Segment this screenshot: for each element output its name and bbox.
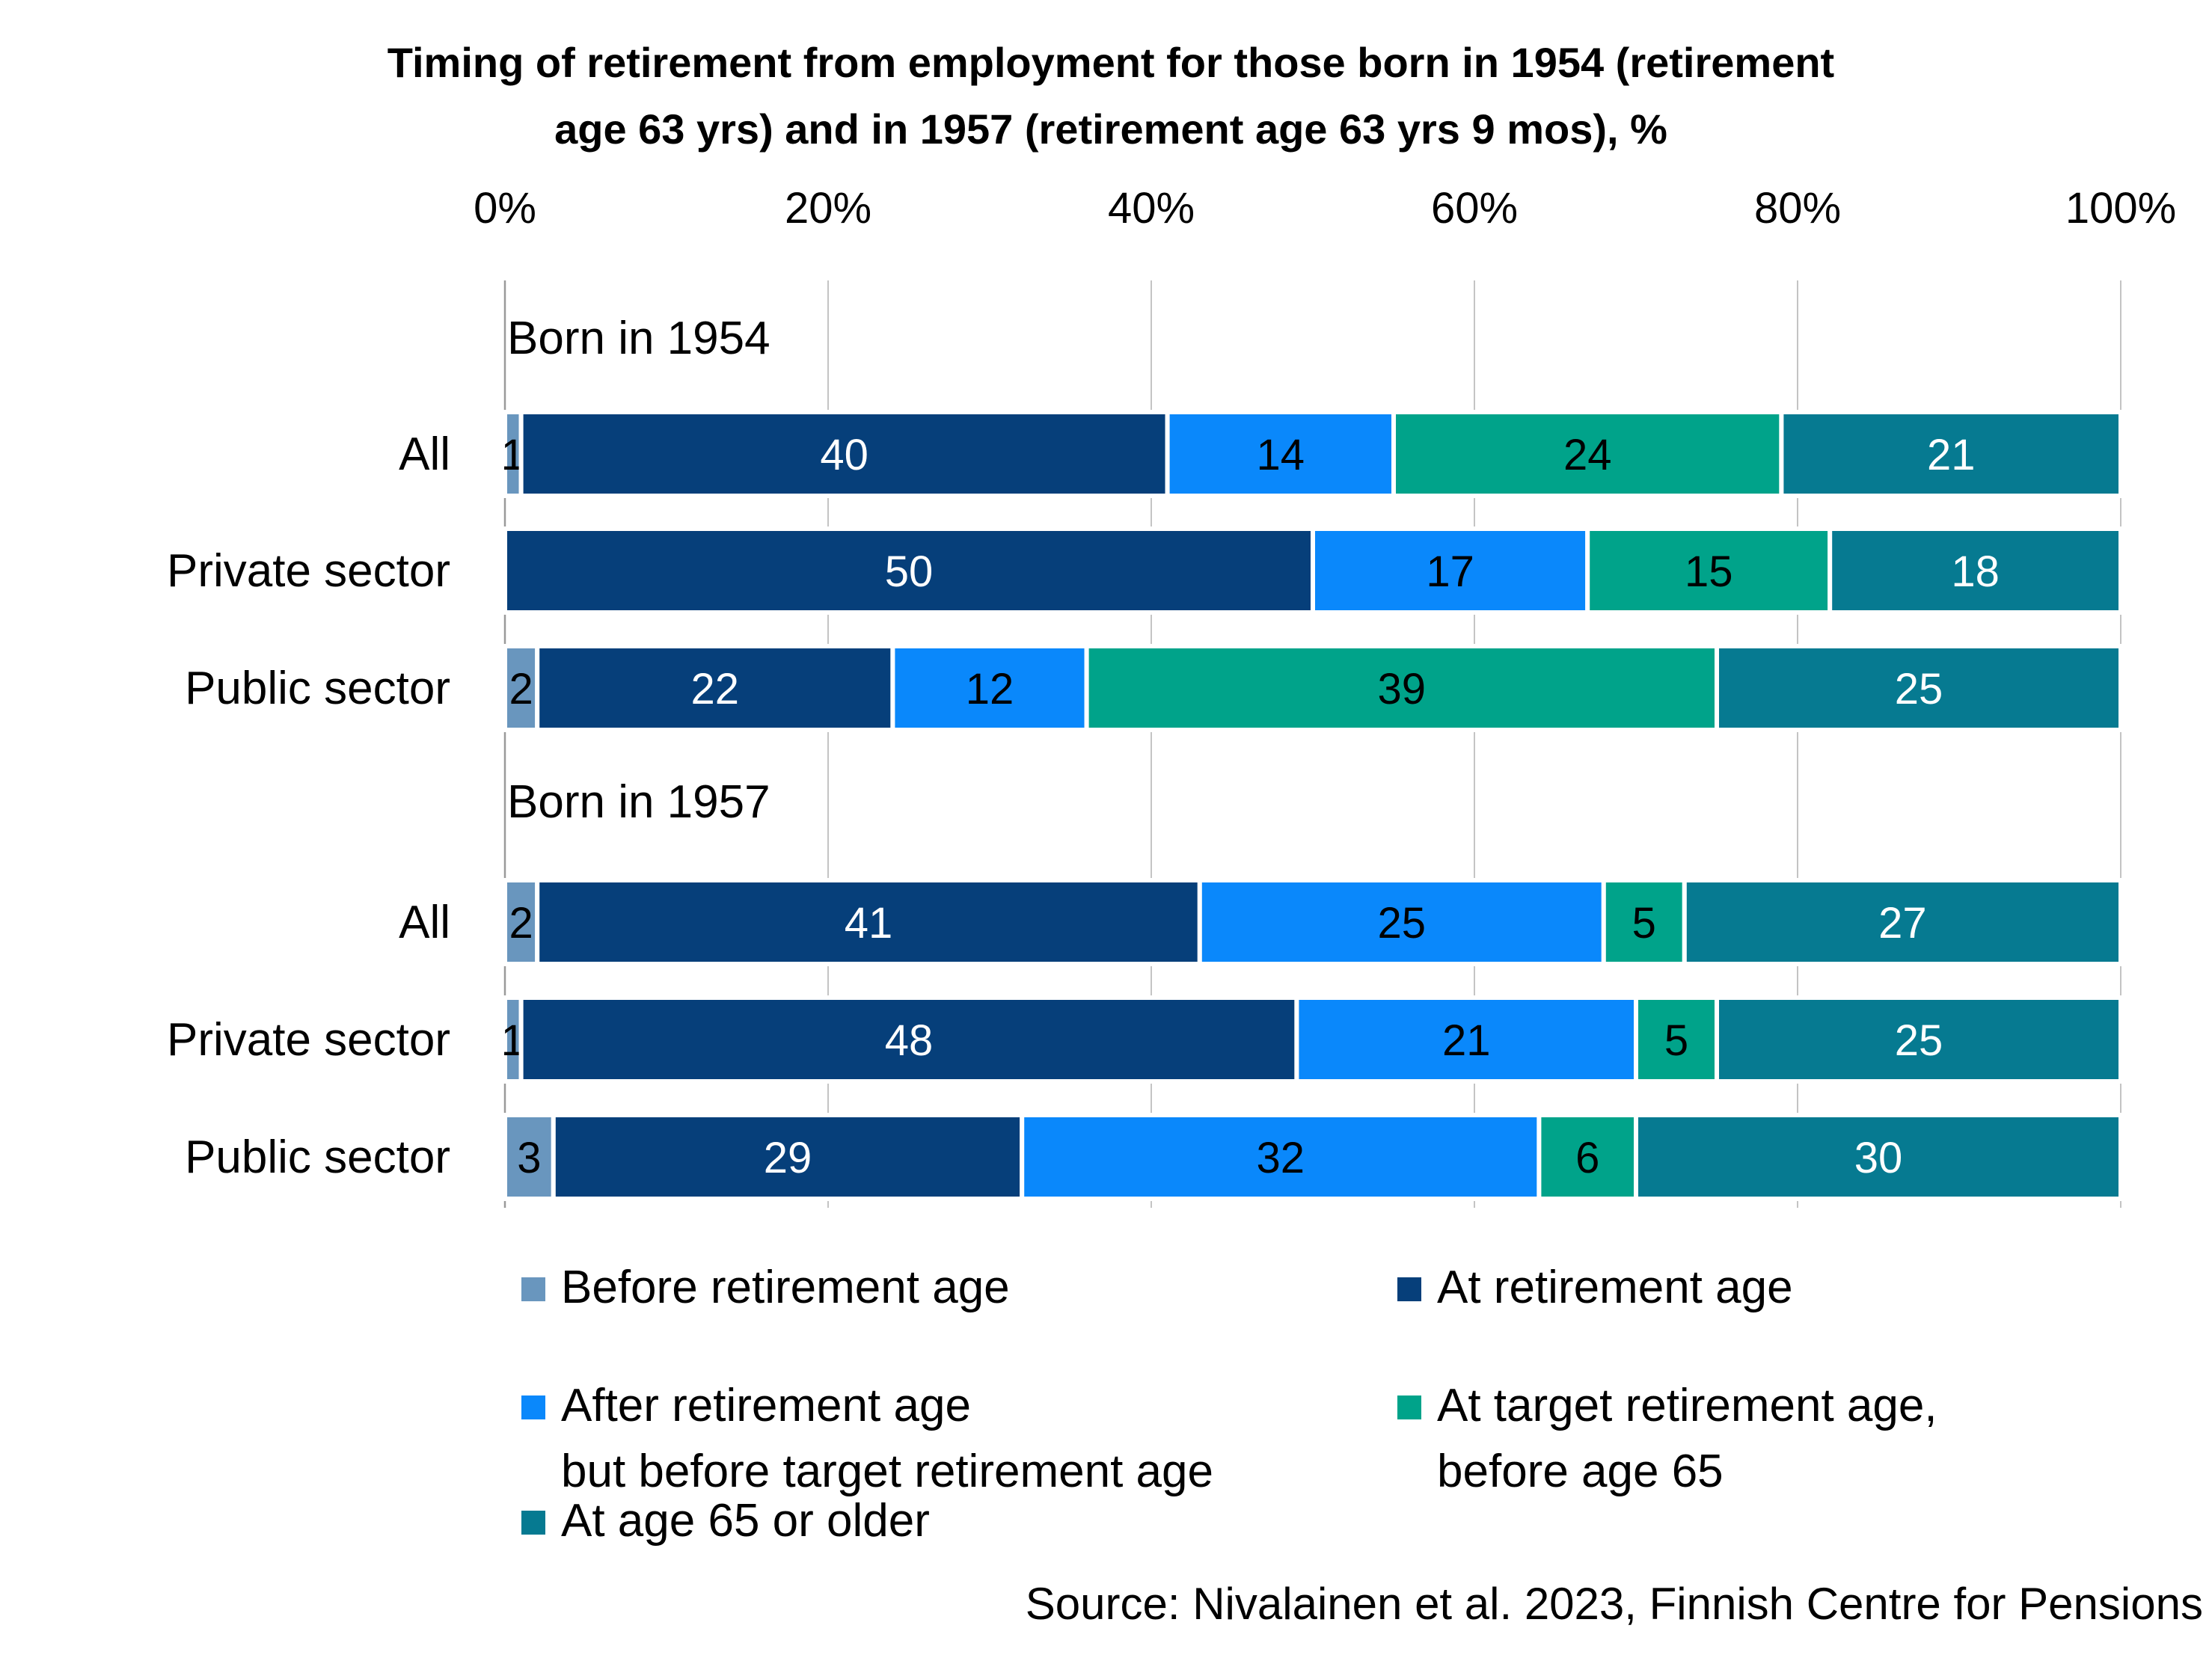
bar-value-label: 14 <box>1257 431 1305 479</box>
bar-segment-age65 <box>1682 878 2124 966</box>
bar-segment-age65 <box>1827 526 2123 615</box>
bar-value-label: 21 <box>1442 1016 1491 1065</box>
bar-value-label: 32 <box>1257 1134 1305 1182</box>
legend-swatch-after <box>521 1395 545 1419</box>
legend-label: before age 65 <box>1437 1446 1724 1497</box>
bar-value-label: 12 <box>966 665 1014 713</box>
bar-segment-target <box>1391 410 1784 498</box>
bar-value-label: 22 <box>691 665 740 713</box>
source-note: Source: Nivalainen et al. 2023, Finnish … <box>1026 1579 2203 1629</box>
row-label: Public sector <box>185 663 450 714</box>
row-label: Private sector <box>167 545 450 597</box>
legend-swatch-target <box>1397 1395 1421 1419</box>
bar-value-label: 5 <box>1632 899 1656 948</box>
bar-segment-age65 <box>1779 410 2123 498</box>
bar-segment-before <box>503 878 540 966</box>
bar-value-label: 30 <box>1854 1134 1903 1182</box>
legend-swatch-at <box>1397 1277 1421 1301</box>
group-label: Born in 1954 <box>507 313 770 364</box>
row-label: All <box>399 429 450 480</box>
chart-title-line-1: Timing of retirement from employment for… <box>387 39 1834 86</box>
x-tick-label: 40% <box>1108 184 1195 233</box>
row-labels: All Private sector Public sector All Private… <box>167 429 450 1183</box>
bar-segment-target <box>1601 878 1687 966</box>
bar-value-label: 27 <box>1878 899 1927 948</box>
row-label: Private sector <box>167 1014 450 1066</box>
bar-value-label: 25 <box>1895 1016 1943 1065</box>
bar-value-label: 5 <box>1664 1016 1688 1065</box>
x-tick-label: 80% <box>1754 184 1841 233</box>
bar-value-label: 3 <box>517 1134 541 1182</box>
legend-label: At age 65 or older <box>561 1495 930 1547</box>
row-label: All <box>399 897 450 948</box>
bar-segment-at <box>535 878 1202 966</box>
group-label: Born in 1957 <box>507 776 770 828</box>
bar-value-label: 25 <box>1895 665 1943 713</box>
bar-segment-at <box>551 1113 1025 1201</box>
row-label: Public sector <box>185 1132 450 1183</box>
bar-value-label: 17 <box>1426 547 1474 596</box>
bar-segment-at <box>503 526 1315 615</box>
legend-label: but before target retirement age <box>561 1446 1213 1497</box>
bar-value-label: 21 <box>1927 431 1976 479</box>
bar-segment-before <box>503 644 540 732</box>
legend-swatch-before <box>521 1277 545 1301</box>
bar-value-label: 39 <box>1378 665 1427 713</box>
group-labels: Born in 1954 Born in 1957 <box>507 313 770 828</box>
bar-value-label: 6 <box>1575 1134 1599 1182</box>
bar-segment-target <box>1084 644 1719 732</box>
bar-value-label: 2 <box>509 665 533 713</box>
bar-segment-target <box>1537 1113 1638 1201</box>
bar-value-label: 29 <box>764 1134 812 1182</box>
legend-label: At target retirement age, <box>1437 1380 1937 1431</box>
bar-value-label: 41 <box>845 899 893 948</box>
chart-title-line-2: age 63 yrs) and in 1957 (retirement age … <box>554 105 1667 153</box>
bar-segment-at <box>518 995 1299 1084</box>
bar-value-label: 18 <box>1951 547 2000 596</box>
x-tick-label: 20% <box>785 184 871 233</box>
bar-segment-age65 <box>1715 995 2123 1084</box>
legend-label: Before retirement age <box>561 1262 1010 1313</box>
bar-value-label: 50 <box>885 547 934 596</box>
bar-value-label: 40 <box>820 431 868 479</box>
chart-title: Timing of retirement from employment for… <box>387 39 1834 153</box>
bar-value-label: 25 <box>1378 899 1427 948</box>
x-tick-label: 60% <box>1431 184 1518 233</box>
x-tick-label: 100% <box>2065 184 2176 233</box>
legend: Before retirement age At retirement age Af… <box>521 1262 1937 1547</box>
legend-label: After retirement age <box>561 1380 971 1431</box>
bar-segment-before <box>503 1113 556 1201</box>
x-tick-label: 0% <box>474 184 536 233</box>
bar-value-label: 15 <box>1685 547 1733 596</box>
bar-value-label: 24 <box>1563 431 1612 479</box>
bar-segment-age65 <box>1634 1113 2123 1201</box>
legend-swatch-age65 <box>521 1511 545 1535</box>
x-axis-ticks: 0% 20% 40% 60% 80% 100% <box>474 184 2176 233</box>
legend-label: At retirement age <box>1437 1262 1793 1313</box>
bar-value-label: 48 <box>885 1016 934 1065</box>
bar-value-label: 2 <box>509 899 533 948</box>
bar-segment-age65 <box>1715 644 2123 732</box>
